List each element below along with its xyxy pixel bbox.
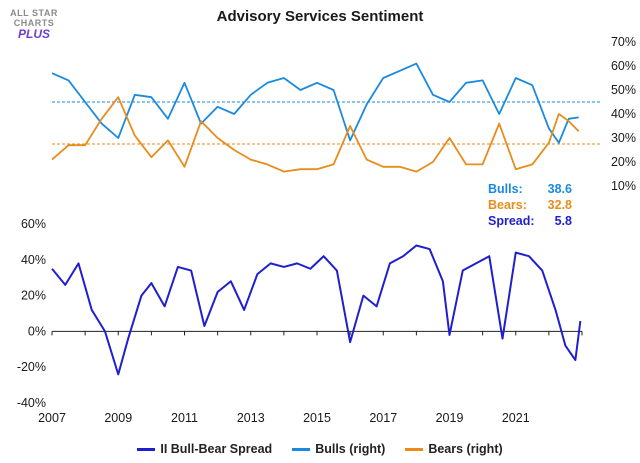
stat-value-spread: 5.8 — [555, 214, 572, 228]
legend-swatch-bulls — [292, 447, 311, 451]
legend-label-spread: II Bull-Bear Spread — [160, 442, 273, 456]
top-ytick-label: 50% — [611, 83, 636, 97]
xtick-label: 2015 — [303, 411, 331, 425]
bottom-ytick-label: 20% — [21, 289, 46, 303]
legend-swatch-spread — [137, 447, 156, 451]
logo-line-1: ALL STAR — [10, 8, 58, 18]
brand-logo: ALL STAR CHARTS PLUS — [6, 8, 62, 40]
bottom-ytick-label: 40% — [21, 253, 46, 267]
stat-label-bears: Bears: — [488, 198, 527, 212]
top-ytick-label: 10% — [611, 179, 636, 193]
series-line-bears — [51, 96, 580, 173]
stat-label-spread: Spread: — [488, 214, 535, 228]
legend-label-bears: Bears (right) — [428, 442, 503, 456]
top-ytick-label: 70% — [611, 35, 636, 49]
legend-label-bulls: Bulls (right) — [315, 442, 386, 456]
xtick-label: 2007 — [38, 411, 66, 425]
legend-item-spread: II Bull-Bear Spread — [137, 442, 272, 456]
bottom-ytick-label: -40% — [17, 396, 46, 410]
stat-value-bears: 32.8 — [548, 198, 572, 212]
top-ytick-label: 30% — [611, 131, 636, 145]
xtick-label: 2013 — [237, 411, 265, 425]
xtick-label: 2019 — [436, 411, 464, 425]
stat-label-bulls: Bulls: — [488, 182, 523, 196]
legend-item-bulls: Bulls (right) — [292, 442, 385, 456]
logo-line-3: PLUS — [17, 27, 50, 41]
stat-value-bulls: 38.6 — [548, 182, 572, 196]
xtick-label: 2021 — [502, 411, 530, 425]
top-ytick-label: 40% — [611, 107, 636, 121]
legend-swatch-bears — [405, 447, 424, 451]
bottom-ytick-label: 0% — [28, 324, 46, 338]
xtick-label: 2011 — [171, 411, 198, 425]
chart-title: Advisory Services Sentiment — [216, 8, 424, 25]
xtick-label: 2009 — [104, 411, 132, 425]
bottom-ytick-label: 60% — [21, 217, 46, 231]
series-line-spread — [51, 244, 582, 376]
chart-legend: II Bull-Bear Spread Bulls (right) Bears … — [0, 442, 640, 456]
bottom-ytick-label: -20% — [17, 360, 46, 374]
top-ytick-label: 20% — [611, 155, 636, 169]
chart-area: 70% 60% 50% 40% 30% 20% 10% Bulls: 38.6 Bears: 32.… — [17, 35, 636, 425]
logo-line-2: CHARTS — [13, 18, 55, 28]
xtick-label: 2017 — [369, 411, 397, 425]
top-ytick-label: 60% — [611, 59, 636, 73]
legend-item-bears: Bears (right) — [405, 442, 503, 456]
series-line-bulls — [51, 62, 579, 144]
